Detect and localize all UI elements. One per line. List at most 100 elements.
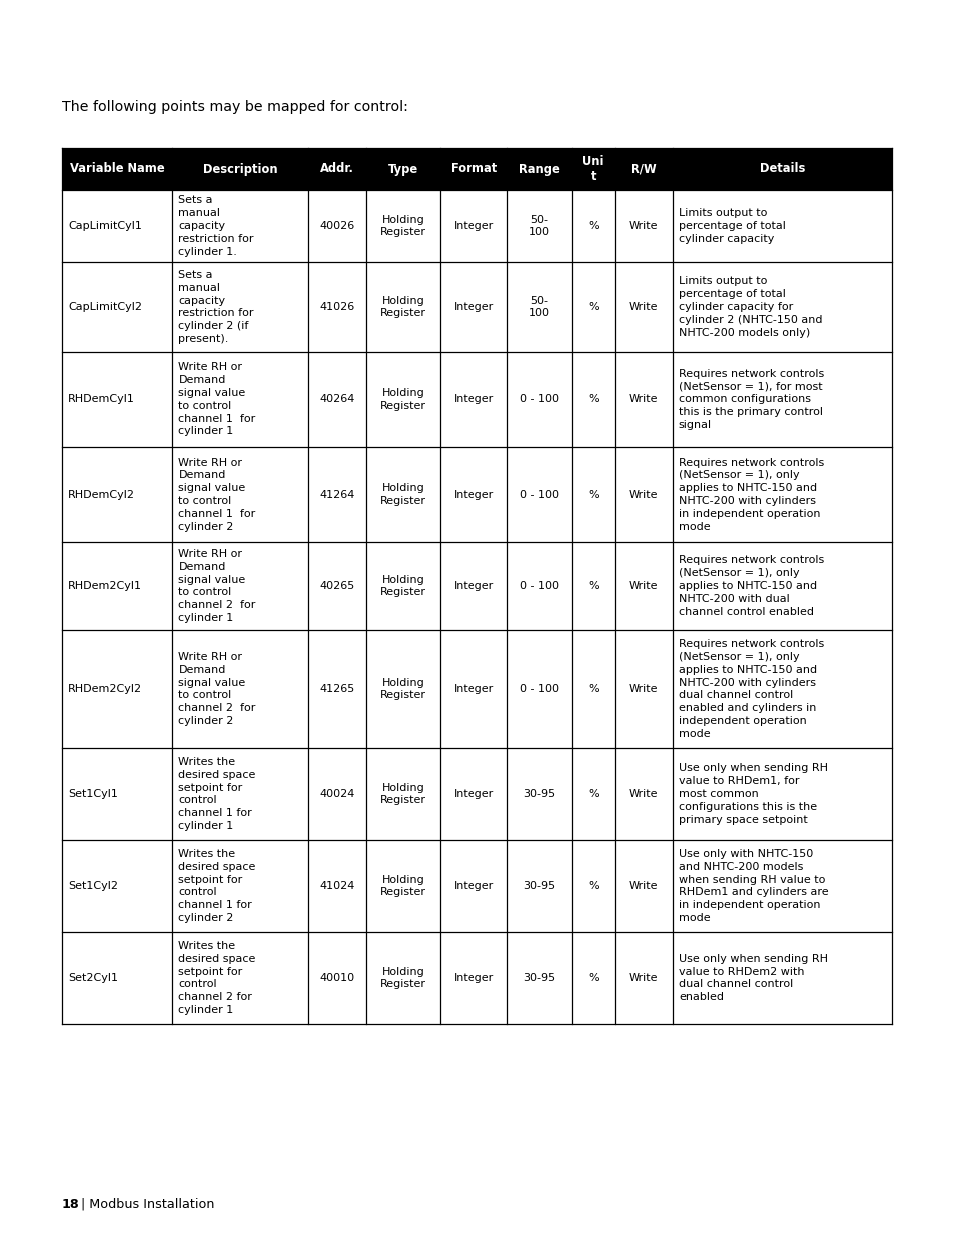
Text: 0 - 100: 0 - 100 <box>519 580 558 592</box>
Text: Writes the
desired space
setpoint for
control
channel 1 for
cylinder 1: Writes the desired space setpoint for co… <box>178 757 255 831</box>
Bar <box>62 447 891 542</box>
Text: %: % <box>587 789 598 799</box>
Text: Write: Write <box>628 881 658 890</box>
Text: Integer: Integer <box>453 580 494 592</box>
Text: 0 - 100: 0 - 100 <box>519 394 558 405</box>
Text: Sets a
manual
capacity
restriction for
cylinder 2 (if
present).: Sets a manual capacity restriction for c… <box>178 270 253 345</box>
Text: Integer: Integer <box>453 684 494 694</box>
Text: Requires network controls
(NetSensor = 1), only
applies to NHTC-150 and
NHTC-200: Requires network controls (NetSensor = 1… <box>679 457 823 531</box>
Text: 41265: 41265 <box>318 684 354 694</box>
Text: %: % <box>587 580 598 592</box>
Text: Description: Description <box>202 163 277 175</box>
Text: %: % <box>587 221 598 231</box>
Text: 40010: 40010 <box>319 973 354 983</box>
Text: Holding
Register: Holding Register <box>379 295 426 319</box>
Bar <box>62 190 891 262</box>
Text: CapLimitCyl2: CapLimitCyl2 <box>68 303 142 312</box>
Text: Writes the
desired space
setpoint for
control
channel 1 for
cylinder 2: Writes the desired space setpoint for co… <box>178 848 255 923</box>
Text: Sets a
manual
capacity
restriction for
cylinder 1.: Sets a manual capacity restriction for c… <box>178 195 253 257</box>
Text: Set2Cyl1: Set2Cyl1 <box>68 973 118 983</box>
Text: %: % <box>587 881 598 890</box>
Text: RHDemCyl2: RHDemCyl2 <box>68 489 135 499</box>
Text: Limits output to
percentage of total
cylinder capacity for
cylinder 2 (NHTC-150 : Limits output to percentage of total cyl… <box>679 277 821 337</box>
Text: Use only with NHTC-150
and NHTC-200 models
when sending RH value to
RHDem1 and c: Use only with NHTC-150 and NHTC-200 mode… <box>679 848 827 923</box>
Text: Requires network controls
(NetSensor = 1), only
applies to NHTC-150 and
NHTC-200: Requires network controls (NetSensor = 1… <box>679 556 823 616</box>
Text: Writes the
desired space
setpoint for
control
channel 2 for
cylinder 1: Writes the desired space setpoint for co… <box>178 941 255 1015</box>
Text: 0 - 100: 0 - 100 <box>519 684 558 694</box>
Text: Write: Write <box>628 580 658 592</box>
Text: Uni
t: Uni t <box>582 156 603 183</box>
Text: RHDem2Cyl2: RHDem2Cyl2 <box>68 684 142 694</box>
Text: Holding
Register: Holding Register <box>379 483 426 506</box>
Text: Write: Write <box>628 973 658 983</box>
Text: Integer: Integer <box>453 489 494 499</box>
Text: Integer: Integer <box>453 881 494 890</box>
Text: %: % <box>587 394 598 405</box>
Text: Write RH or
Demand
signal value
to control
channel 1  for
cylinder 2: Write RH or Demand signal value to contr… <box>178 457 255 531</box>
Text: CapLimitCyl1: CapLimitCyl1 <box>68 221 142 231</box>
Text: Integer: Integer <box>453 973 494 983</box>
Text: Holding
Register: Holding Register <box>379 574 426 598</box>
Text: Addr.: Addr. <box>319 163 354 175</box>
Text: 41026: 41026 <box>318 303 354 312</box>
Text: 40264: 40264 <box>318 394 355 405</box>
Text: Integer: Integer <box>453 221 494 231</box>
Text: Requires network controls
(NetSensor = 1), for most
common configurations
this i: Requires network controls (NetSensor = 1… <box>679 369 823 430</box>
Text: 30-95: 30-95 <box>522 973 555 983</box>
Text: 30-95: 30-95 <box>522 789 555 799</box>
Text: RHDem2Cyl1: RHDem2Cyl1 <box>68 580 142 592</box>
Text: Set1Cyl1: Set1Cyl1 <box>68 789 118 799</box>
Text: Holding
Register: Holding Register <box>379 678 426 700</box>
Text: 18: 18 <box>62 1198 80 1212</box>
Text: The following points may be mapped for control:: The following points may be mapped for c… <box>62 100 408 114</box>
Text: %: % <box>587 303 598 312</box>
Bar <box>62 630 891 748</box>
Text: Write: Write <box>628 303 658 312</box>
Text: Integer: Integer <box>453 303 494 312</box>
Text: R/W: R/W <box>630 163 656 175</box>
Bar <box>62 748 891 840</box>
Text: Write: Write <box>628 684 658 694</box>
Text: %: % <box>587 973 598 983</box>
Text: 50-
100: 50- 100 <box>528 215 549 237</box>
Text: %: % <box>587 684 598 694</box>
Text: Holding
Register: Holding Register <box>379 388 426 411</box>
Text: Range: Range <box>518 163 559 175</box>
Text: %: % <box>587 489 598 499</box>
Text: Integer: Integer <box>453 394 494 405</box>
Text: Integer: Integer <box>453 789 494 799</box>
Bar <box>62 148 891 190</box>
Text: 50-
100: 50- 100 <box>528 295 549 319</box>
Text: | Modbus Installation: | Modbus Installation <box>77 1198 214 1212</box>
Text: Details: Details <box>759 163 804 175</box>
Text: Write: Write <box>628 789 658 799</box>
Text: Write: Write <box>628 489 658 499</box>
Text: Requires network controls
(NetSensor = 1), only
applies to NHTC-150 and
NHTC-200: Requires network controls (NetSensor = 1… <box>679 640 823 739</box>
Text: Holding
Register: Holding Register <box>379 215 426 237</box>
Bar <box>62 352 891 447</box>
Text: Write: Write <box>628 221 658 231</box>
Text: 30-95: 30-95 <box>522 881 555 890</box>
Bar <box>62 542 891 630</box>
Text: Set1Cyl2: Set1Cyl2 <box>68 881 118 890</box>
Text: 40024: 40024 <box>318 789 355 799</box>
Text: Holding
Register: Holding Register <box>379 874 426 898</box>
Text: Type: Type <box>388 163 417 175</box>
Text: Write: Write <box>628 394 658 405</box>
Bar <box>62 840 891 932</box>
Text: Write RH or
Demand
signal value
to control
channel 1  for
cylinder 1: Write RH or Demand signal value to contr… <box>178 363 255 436</box>
Text: 40026: 40026 <box>318 221 354 231</box>
Text: Holding
Register: Holding Register <box>379 783 426 805</box>
Text: Write RH or
Demand
signal value
to control
channel 2  for
cylinder 2: Write RH or Demand signal value to contr… <box>178 652 255 726</box>
Text: Limits output to
percentage of total
cylinder capacity: Limits output to percentage of total cyl… <box>679 209 785 243</box>
Text: 40265: 40265 <box>318 580 354 592</box>
Text: Write RH or
Demand
signal value
to control
channel 2  for
cylinder 1: Write RH or Demand signal value to contr… <box>178 550 255 622</box>
Text: Use only when sending RH
value to RHDem2 with
dual channel control
enabled: Use only when sending RH value to RHDem2… <box>679 953 827 1002</box>
Text: Use only when sending RH
value to RHDem1, for
most common
configurations this is: Use only when sending RH value to RHDem1… <box>679 763 827 825</box>
Text: RHDemCyl1: RHDemCyl1 <box>68 394 134 405</box>
Text: Format: Format <box>450 163 497 175</box>
Text: Variable Name: Variable Name <box>70 163 164 175</box>
Text: Holding
Register: Holding Register <box>379 967 426 989</box>
Text: 41264: 41264 <box>318 489 355 499</box>
Text: 0 - 100: 0 - 100 <box>519 489 558 499</box>
